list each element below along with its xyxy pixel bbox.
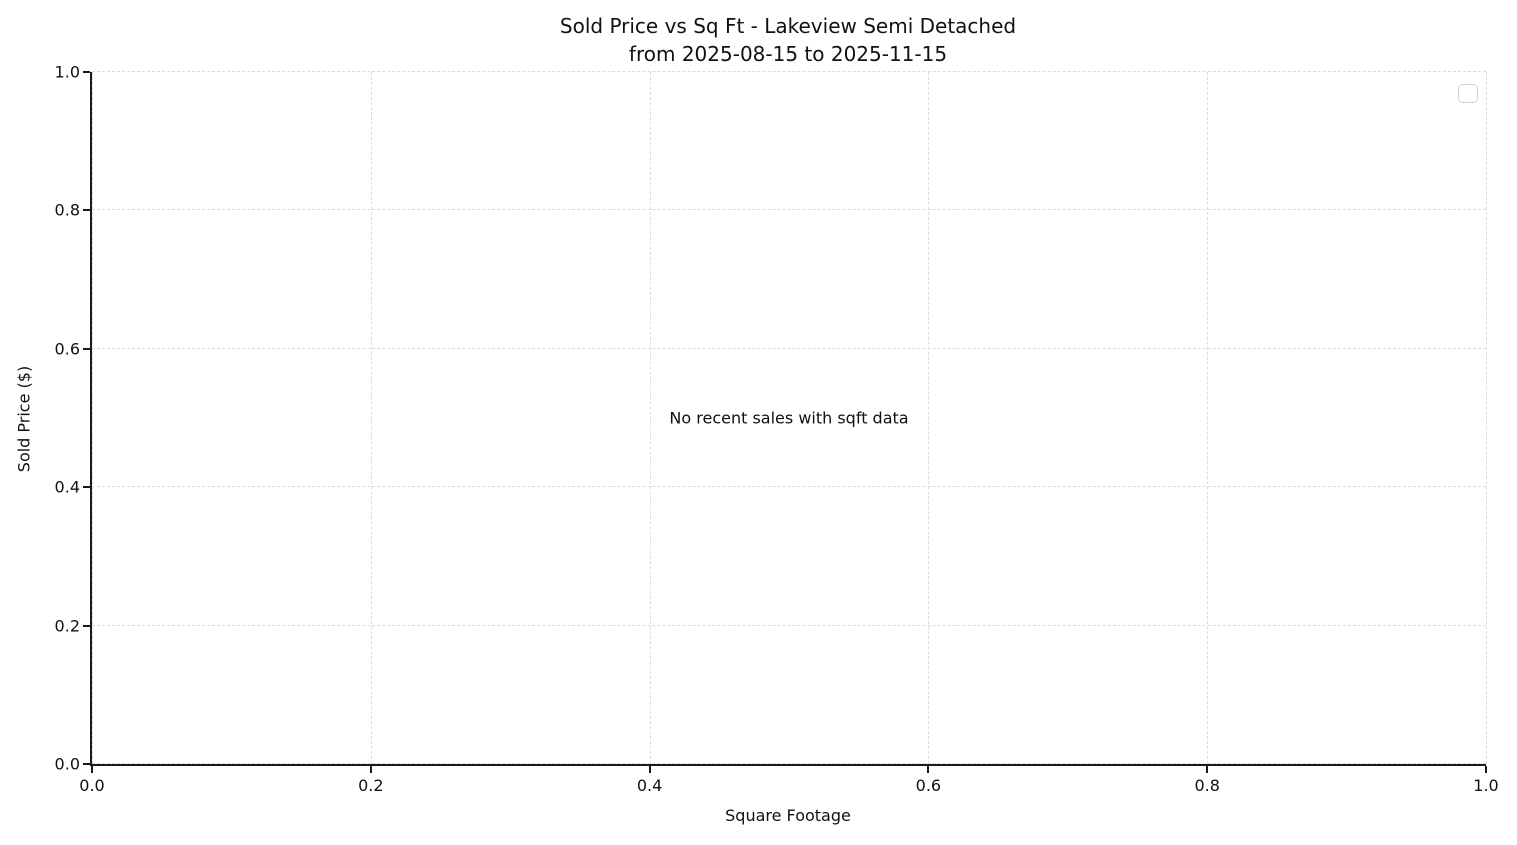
x-gridline [92, 72, 93, 764]
x-gridline [928, 72, 930, 764]
y-tick-mark [83, 486, 90, 489]
y-gridline [92, 624, 1486, 626]
legend-box [1458, 84, 1478, 103]
x-gridline [1486, 72, 1487, 764]
y-tick-label: 0.0 [54, 754, 80, 774]
y-tick-label: 0.2 [54, 616, 80, 636]
y-tick-mark [83, 624, 90, 627]
y-tick-label: 0.4 [54, 477, 80, 497]
x-tick-mark [648, 766, 651, 773]
y-axis-label: Sold Price ($) [14, 365, 34, 473]
x-tick-label: 0.8 [1194, 776, 1220, 795]
y-tick-label: 0.8 [54, 200, 80, 220]
chart-title-line-2: from 2025-08-15 to 2025-11-15 [628, 42, 948, 66]
chart-title-line-1: Sold Price vs Sq Ft - Lakeview Semi Deta… [559, 14, 1017, 38]
x-tick-label: 0.4 [636, 776, 663, 795]
y-tick-label: 0.6 [54, 339, 80, 359]
y-tick-mark [83, 209, 90, 212]
x-tick-label: 1.0 [1473, 776, 1499, 795]
x-tick-label: 0.2 [358, 776, 384, 795]
x-tick-mark [1206, 766, 1209, 773]
x-tick-mark [1485, 766, 1487, 773]
y-gridline [92, 763, 1486, 764]
x-gridline [1207, 72, 1209, 764]
y-tick-mark [83, 347, 90, 350]
y-gridline [92, 347, 1486, 349]
chart-title: Sold Price vs Sq Ft - Lakeview Semi Deta… [90, 12, 1486, 68]
x-tick-mark [91, 766, 93, 773]
x-gridline [370, 72, 372, 764]
x-tick-mark [927, 766, 930, 773]
y-tick-mark [83, 763, 90, 765]
y-tick-label: 1.0 [54, 62, 80, 82]
x-axis-label: Square Footage [725, 806, 851, 825]
y-gridline [92, 209, 1486, 211]
y-tick-mark [83, 71, 90, 73]
x-tick-label: 0.6 [915, 776, 942, 795]
x-tick-mark [369, 766, 372, 773]
plot-area: No recent sales with sqft data 0.0 0.2 0.4… [55, 63, 1499, 796]
y-gridline [92, 486, 1486, 488]
x-tick-label: 0.0 [79, 776, 105, 795]
y-gridline [92, 71, 1486, 72]
empty-data-annotation: No recent sales with sqft data [669, 408, 909, 428]
x-gridline [649, 72, 651, 764]
